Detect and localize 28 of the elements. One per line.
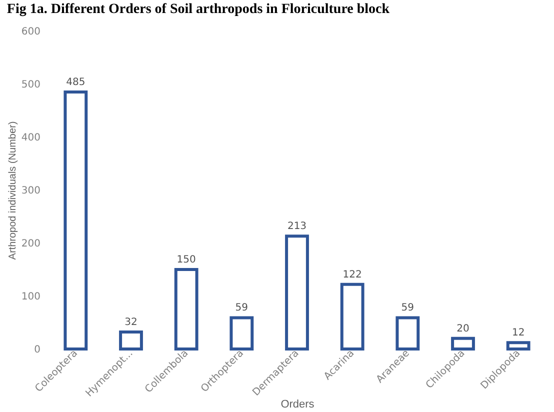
bar: [340, 282, 364, 350]
data-label: 213: [287, 221, 307, 232]
y-tick-label: 300: [21, 186, 40, 196]
data-label: 485: [66, 76, 86, 88]
data-label: 59: [235, 302, 248, 314]
x-axis-title: Orders: [280, 398, 315, 411]
y-tick-label: 400: [21, 132, 40, 144]
chart-title: Fig 1a. Different Orders of Soil arthropods in Floriculture block: [6, 2, 390, 17]
data-label: 122: [342, 269, 362, 280]
bar: [285, 234, 309, 350]
y-tick-label: 0: [34, 344, 40, 356]
data-label: 32: [124, 317, 138, 328]
y-tick-label: 200: [21, 238, 40, 250]
bar: [174, 268, 198, 350]
data-label: 59: [401, 302, 414, 314]
bar: [506, 341, 530, 350]
y-tick-label: 600: [21, 26, 40, 38]
data-label: 150: [176, 254, 196, 266]
y-tick-label: 500: [21, 80, 40, 90]
bar: [230, 316, 254, 350]
data-label: 20: [456, 323, 470, 334]
bar: [396, 316, 420, 350]
y-tick-label: 100: [21, 292, 40, 302]
data-label: 12: [512, 328, 525, 339]
bar: [119, 330, 143, 350]
bar: [451, 336, 475, 350]
y-axis-title: Arthropod individuals (Number): [7, 121, 18, 260]
bar: [64, 90, 88, 350]
